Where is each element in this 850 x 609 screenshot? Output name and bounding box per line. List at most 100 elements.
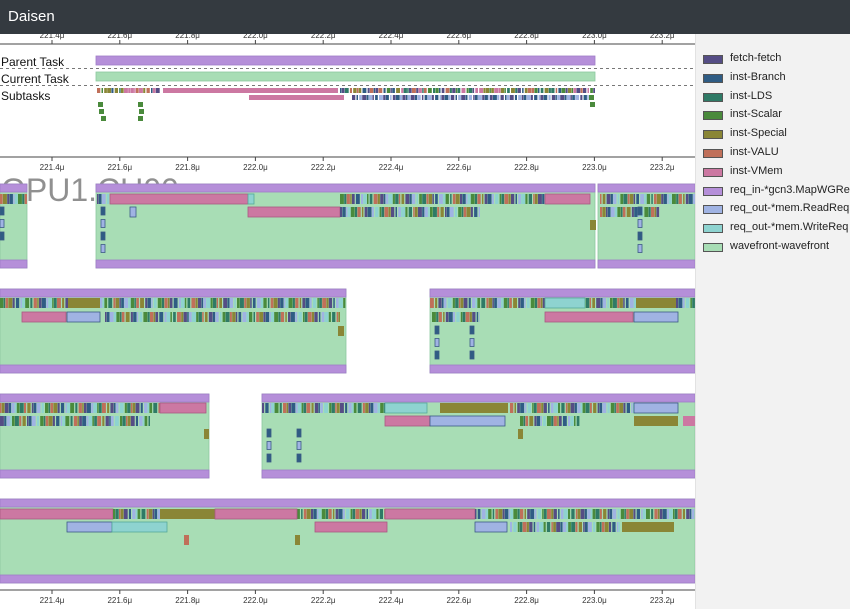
instruction-bar[interactable] xyxy=(189,312,192,322)
instruction-bar[interactable] xyxy=(312,298,317,308)
instruction-bar[interactable] xyxy=(331,403,335,413)
instruction-bar[interactable] xyxy=(31,416,36,426)
subtask-bar[interactable] xyxy=(509,95,514,100)
instruction-bar[interactable] xyxy=(562,416,567,426)
instruction-bar[interactable] xyxy=(458,207,462,217)
instruction-bar[interactable] xyxy=(430,207,433,217)
subtask-bar[interactable] xyxy=(483,88,486,93)
instruction-bar[interactable] xyxy=(395,207,398,217)
instruction-bar[interactable] xyxy=(352,509,356,519)
instruction-bar[interactable] xyxy=(434,338,440,347)
instruction-bar[interactable] xyxy=(20,298,22,308)
subtask-bar[interactable] xyxy=(349,88,352,93)
instruction-bar[interactable] xyxy=(344,194,347,204)
instruction-bar[interactable] xyxy=(355,207,358,217)
instruction-bar[interactable] xyxy=(36,403,41,413)
instruction-bar[interactable] xyxy=(547,416,551,426)
instruction-bar[interactable] xyxy=(646,194,651,204)
instruction-bar[interactable] xyxy=(513,509,518,519)
subtask-bar[interactable] xyxy=(571,88,574,93)
instruction-bar[interactable] xyxy=(455,194,460,204)
instruction-bar[interactable] xyxy=(388,207,391,217)
subtask-bar[interactable] xyxy=(375,95,378,100)
instruction-bar[interactable] xyxy=(196,312,199,322)
instruction-bar[interactable] xyxy=(119,403,124,413)
instruction-bar[interactable] xyxy=(160,509,215,519)
legend-item[interactable]: inst-Special xyxy=(703,127,849,143)
instruction-bar[interactable] xyxy=(280,312,285,322)
instruction-bar[interactable] xyxy=(488,509,492,519)
instruction-bar[interactable] xyxy=(618,522,620,532)
instruction-bar[interactable] xyxy=(314,521,388,533)
instruction-bar[interactable] xyxy=(540,416,542,426)
subtask-bar[interactable] xyxy=(152,88,156,93)
instruction-bar[interactable] xyxy=(135,509,138,519)
instruction-bar[interactable] xyxy=(133,312,137,322)
subtask-bar[interactable] xyxy=(565,88,568,93)
instruction-bar[interactable] xyxy=(346,207,348,217)
instruction-bar[interactable] xyxy=(538,194,542,204)
instruction-bar[interactable] xyxy=(534,416,537,426)
instruction-bar[interactable] xyxy=(73,416,78,426)
instruction-bar[interactable] xyxy=(544,311,634,323)
instruction-bar[interactable] xyxy=(373,403,378,413)
instruction-bar[interactable] xyxy=(373,194,378,204)
instruction-bar[interactable] xyxy=(509,298,512,308)
instruction-bar[interactable] xyxy=(595,509,600,519)
instruction-bar[interactable] xyxy=(16,403,20,413)
instruction-bar[interactable] xyxy=(542,298,546,308)
instruction-bar[interactable] xyxy=(0,194,3,204)
subtask-bar[interactable] xyxy=(409,88,412,93)
instruction-bar[interactable] xyxy=(544,193,591,205)
instruction-bar[interactable] xyxy=(33,403,37,413)
subtask-bar[interactable] xyxy=(526,95,531,100)
instruction-bar[interactable] xyxy=(274,312,279,322)
subtask-bar[interactable] xyxy=(435,95,439,100)
subtask-bar[interactable] xyxy=(498,88,501,93)
instruction-bar[interactable] xyxy=(101,194,106,204)
instruction-bar[interactable] xyxy=(661,194,664,204)
instruction-bar[interactable] xyxy=(97,416,102,426)
instruction-bar[interactable] xyxy=(266,441,272,450)
instruction-bar[interactable] xyxy=(633,509,636,519)
subtask-bar[interactable] xyxy=(500,88,505,93)
subtask-bar[interactable] xyxy=(587,95,589,100)
instruction-bar[interactable] xyxy=(340,403,344,413)
instruction-bar[interactable] xyxy=(438,312,442,322)
instruction-bar[interactable] xyxy=(503,298,508,308)
instruction-bar[interactable] xyxy=(372,509,377,519)
instruction-bar[interactable] xyxy=(615,207,618,217)
subtask-bar[interactable] xyxy=(458,95,461,100)
instruction-bar[interactable] xyxy=(453,312,456,322)
instruction-bar[interactable] xyxy=(519,522,523,532)
instruction-bar[interactable] xyxy=(155,312,159,322)
legend-item[interactable]: inst-Scalar xyxy=(703,108,849,124)
instruction-bar[interactable] xyxy=(571,509,575,519)
subtask-bar[interactable] xyxy=(139,88,143,93)
instruction-bar[interactable] xyxy=(70,416,73,426)
instruction-bar[interactable] xyxy=(616,522,619,532)
instruction-bar[interactable] xyxy=(306,403,311,413)
instruction-bar[interactable] xyxy=(99,403,102,413)
instruction-bar[interactable] xyxy=(277,298,280,308)
instruction-bar[interactable] xyxy=(612,522,616,532)
instruction-bar[interactable] xyxy=(634,416,678,426)
instruction-bar[interactable] xyxy=(517,522,520,532)
instruction-bar[interactable] xyxy=(631,207,634,217)
subtask-bar[interactable] xyxy=(98,102,103,107)
instruction-bar[interactable] xyxy=(460,312,463,322)
instruction-bar[interactable] xyxy=(383,194,386,204)
instruction-bar[interactable] xyxy=(498,509,503,519)
instruction-bar[interactable] xyxy=(385,194,389,204)
instruction-bar[interactable] xyxy=(346,194,350,204)
instruction-bar[interactable] xyxy=(11,403,15,413)
instruction-bar[interactable] xyxy=(269,403,272,413)
subtask-bar[interactable] xyxy=(484,95,488,100)
subtask-bar[interactable] xyxy=(472,88,475,93)
instruction-bar[interactable] xyxy=(37,298,39,308)
instruction-bar[interactable] xyxy=(384,402,428,414)
legend-item[interactable]: wavefront-wavefront xyxy=(703,240,849,256)
instruction-bar[interactable] xyxy=(439,194,443,204)
instruction-bar[interactable] xyxy=(599,509,602,519)
instruction-bar[interactable] xyxy=(12,416,15,426)
